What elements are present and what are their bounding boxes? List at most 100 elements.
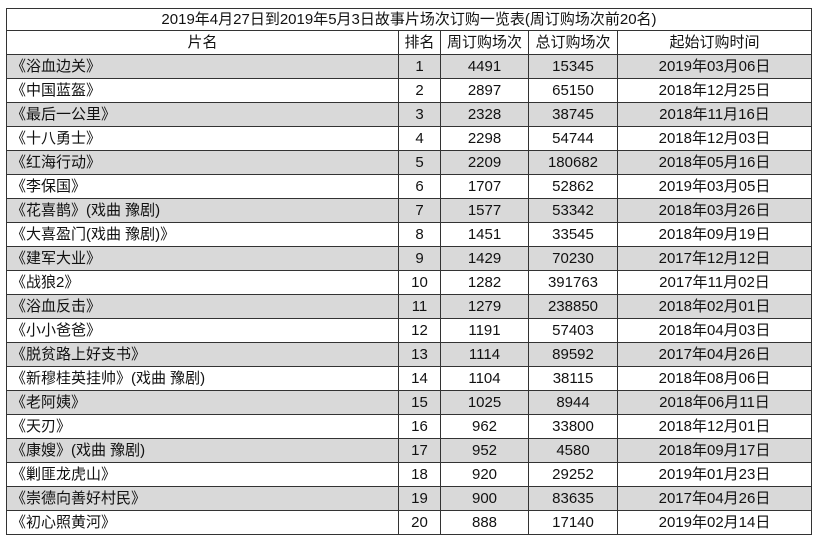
data-row: 《十八勇士》 4 2298 54744 2018年12月03日: [6, 126, 812, 151]
table-cell: 8944: [528, 390, 618, 415]
data-row: 《最后一公里》 3 2328 38745 2018年11月16日: [6, 102, 812, 127]
table-cell: 38745: [528, 102, 618, 127]
data-row: 《康嫂》(戏曲 豫剧) 17 952 4580 2018年09月17日: [6, 438, 812, 463]
data-row: 《红海行动》 5 2209 180682 2018年05月16日: [6, 150, 812, 175]
table-cell: 1451: [440, 222, 529, 247]
table-cell: 1104: [440, 366, 529, 391]
table-cell: 2018年04月03日: [617, 318, 812, 343]
data-row: 《大喜盈门(戏曲 豫剧)》 8 1451 33545 2018年09月19日: [6, 222, 812, 247]
data-row: 《崇德向善好村民》 19 900 83635 2017年04月26日: [6, 486, 812, 511]
table-cell: 83635: [528, 486, 618, 511]
table-cell: 2019年02月14日: [617, 510, 812, 535]
table-cell: 238850: [528, 294, 618, 319]
data-row: 《剿匪龙虎山》 18 920 29252 2019年01月23日: [6, 462, 812, 487]
table-cell: 2017年12月12日: [617, 246, 812, 271]
table-cell: 20: [398, 510, 441, 535]
table-cell: 10: [398, 270, 441, 295]
table-cell: 38115: [528, 366, 618, 391]
table-cell: 54744: [528, 126, 618, 151]
table-cell: 1707: [440, 174, 529, 199]
table-cell: 2209: [440, 150, 529, 175]
table-cell: 1577: [440, 198, 529, 223]
table-cell: 2018年12月03日: [617, 126, 812, 151]
table-cell: 5: [398, 150, 441, 175]
table-cell: 4: [398, 126, 441, 151]
table-cell: 2018年09月19日: [617, 222, 812, 247]
table-cell: 4580: [528, 438, 618, 463]
table-cell: 2018年06月11日: [617, 390, 812, 415]
column-header: 周订购场次: [440, 30, 529, 55]
table-cell: 13: [398, 342, 441, 367]
table-cell: 2328: [440, 102, 529, 127]
table-cell: 900: [440, 486, 529, 511]
column-header: 起始订购时间: [617, 30, 812, 55]
table-cell: 1429: [440, 246, 529, 271]
table-cell: 53342: [528, 198, 618, 223]
data-row: 《战狼2》 10 1282 391763 2017年11月02日: [6, 270, 812, 295]
table-cell: 2018年12月01日: [617, 414, 812, 439]
table-cell: 3: [398, 102, 441, 127]
table-cell: 《最后一公里》: [6, 102, 399, 127]
table-cell: 2019年03月06日: [617, 54, 812, 79]
table-cell: 《初心照黄河》: [6, 510, 399, 535]
table-cell: 962: [440, 414, 529, 439]
table-cell: 2018年08月06日: [617, 366, 812, 391]
table-cell: 2897: [440, 78, 529, 103]
table-cell: 2298: [440, 126, 529, 151]
table-cell: 2018年05月16日: [617, 150, 812, 175]
order-table: 2019年4月27日到2019年5月3日故事片场次订购一览表(周订购场次前20名…: [6, 8, 812, 535]
table-cell: 1282: [440, 270, 529, 295]
table-cell: 952: [440, 438, 529, 463]
table-cell: 《脱贫路上好支书》: [6, 342, 399, 367]
table-cell: 《康嫂》(戏曲 豫剧): [6, 438, 399, 463]
data-row: 《李保国》 6 1707 52862 2019年03月05日: [6, 174, 812, 199]
table-cell: 1: [398, 54, 441, 79]
table-cell: 2018年09月17日: [617, 438, 812, 463]
table-cell: 16: [398, 414, 441, 439]
data-row: 《中国蓝盔》 2 2897 65150 2018年12月25日: [6, 78, 812, 103]
table-cell: 15: [398, 390, 441, 415]
table-cell: 57403: [528, 318, 618, 343]
table-cell: 52862: [528, 174, 618, 199]
table-cell: 2: [398, 78, 441, 103]
table-cell: 2018年11月16日: [617, 102, 812, 127]
table-body: 2019年4月27日到2019年5月3日故事片场次订购一览表(周订购场次前20名…: [6, 8, 812, 535]
table-cell: 33800: [528, 414, 618, 439]
table-cell: 《建军大业》: [6, 246, 399, 271]
table-cell: 《十八勇士》: [6, 126, 399, 151]
column-header: 排名: [398, 30, 441, 55]
table-cell: 888: [440, 510, 529, 535]
table-title: 2019年4月27日到2019年5月3日故事片场次订购一览表(周订购场次前20名…: [6, 8, 812, 31]
data-row: 《小小爸爸》 12 1191 57403 2018年04月03日: [6, 318, 812, 343]
data-row: 《老阿姨》 15 1025 8944 2018年06月11日: [6, 390, 812, 415]
data-row: 《新穆桂英挂帅》(戏曲 豫剧) 14 1104 38115 2018年08月06日: [6, 366, 812, 391]
data-row: 《浴血边关》 1 4491 15345 2019年03月06日: [6, 54, 812, 79]
table-cell: 17: [398, 438, 441, 463]
table-cell: 17140: [528, 510, 618, 535]
table-cell: 180682: [528, 150, 618, 175]
table-cell: 8: [398, 222, 441, 247]
data-row: 《天刃》 16 962 33800 2018年12月01日: [6, 414, 812, 439]
table-cell: 《浴血反击》: [6, 294, 399, 319]
table-cell: 《中国蓝盔》: [6, 78, 399, 103]
header-row: 片名 排名 周订购场次 总订购场次 起始订购时间: [6, 30, 812, 55]
data-row: 《花喜鹊》(戏曲 豫剧) 7 1577 53342 2018年03月26日: [6, 198, 812, 223]
data-row: 《建军大业》 9 1429 70230 2017年12月12日: [6, 246, 812, 271]
column-header: 总订购场次: [528, 30, 618, 55]
table-cell: 2017年11月02日: [617, 270, 812, 295]
table-cell: 《老阿姨》: [6, 390, 399, 415]
table-cell: 12: [398, 318, 441, 343]
table-cell: 4491: [440, 54, 529, 79]
table-cell: 14: [398, 366, 441, 391]
title-row: 2019年4月27日到2019年5月3日故事片场次订购一览表(周订购场次前20名…: [6, 8, 812, 31]
table-cell: 《花喜鹊》(戏曲 豫剧): [6, 198, 399, 223]
table-cell: 2019年03月05日: [617, 174, 812, 199]
table-cell: 1025: [440, 390, 529, 415]
table-cell: 《红海行动》: [6, 150, 399, 175]
table-cell: 2017年04月26日: [617, 342, 812, 367]
table-cell: 《李保国》: [6, 174, 399, 199]
table-cell: 1114: [440, 342, 529, 367]
table-cell: 29252: [528, 462, 618, 487]
table-cell: 2018年03月26日: [617, 198, 812, 223]
